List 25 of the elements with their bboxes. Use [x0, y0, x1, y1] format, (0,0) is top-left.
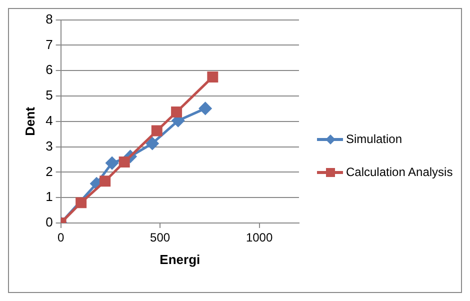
point — [171, 106, 182, 118]
x-tick-label: 1000 — [246, 230, 273, 245]
point — [146, 137, 159, 150]
x-axis-title: Energi — [160, 252, 200, 267]
point — [199, 102, 212, 115]
y-tick-label: 0 — [46, 214, 53, 230]
y-tick-label: 6 — [46, 62, 53, 78]
point — [106, 156, 118, 170]
y-tick-label: 7 — [46, 36, 53, 52]
y-tick-label: 4 — [46, 112, 53, 128]
y-tick-label: 3 — [46, 138, 53, 154]
y-axis-title: Dent — [22, 106, 38, 136]
point — [118, 156, 130, 168]
y-tick-label: 5 — [46, 88, 53, 103]
point — [151, 125, 162, 136]
x-tick-label: 0 — [57, 230, 64, 245]
point — [76, 197, 87, 208]
y-tick-label: 1 — [46, 189, 53, 204]
point — [207, 71, 218, 82]
point — [100, 176, 111, 187]
x-tick-label: 500 — [150, 230, 170, 245]
legend-label: Simulation — [346, 132, 402, 146]
y-tick-label: 8 — [46, 11, 53, 26]
legend-label: Calculation Analysis — [346, 165, 453, 179]
y-tick-label: 2 — [46, 164, 53, 179]
